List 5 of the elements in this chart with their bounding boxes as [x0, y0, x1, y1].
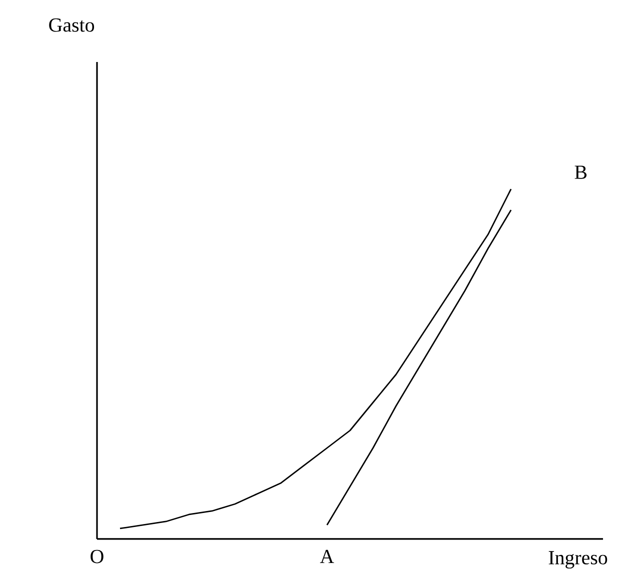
text: B — [574, 166, 587, 179]
text: Gasto — [49, 18, 94, 32]
x-tick-label: O — [90, 550, 104, 564]
x-axis-title: Ingreso — [548, 551, 608, 569]
x-tick-label: A — [320, 550, 334, 563]
